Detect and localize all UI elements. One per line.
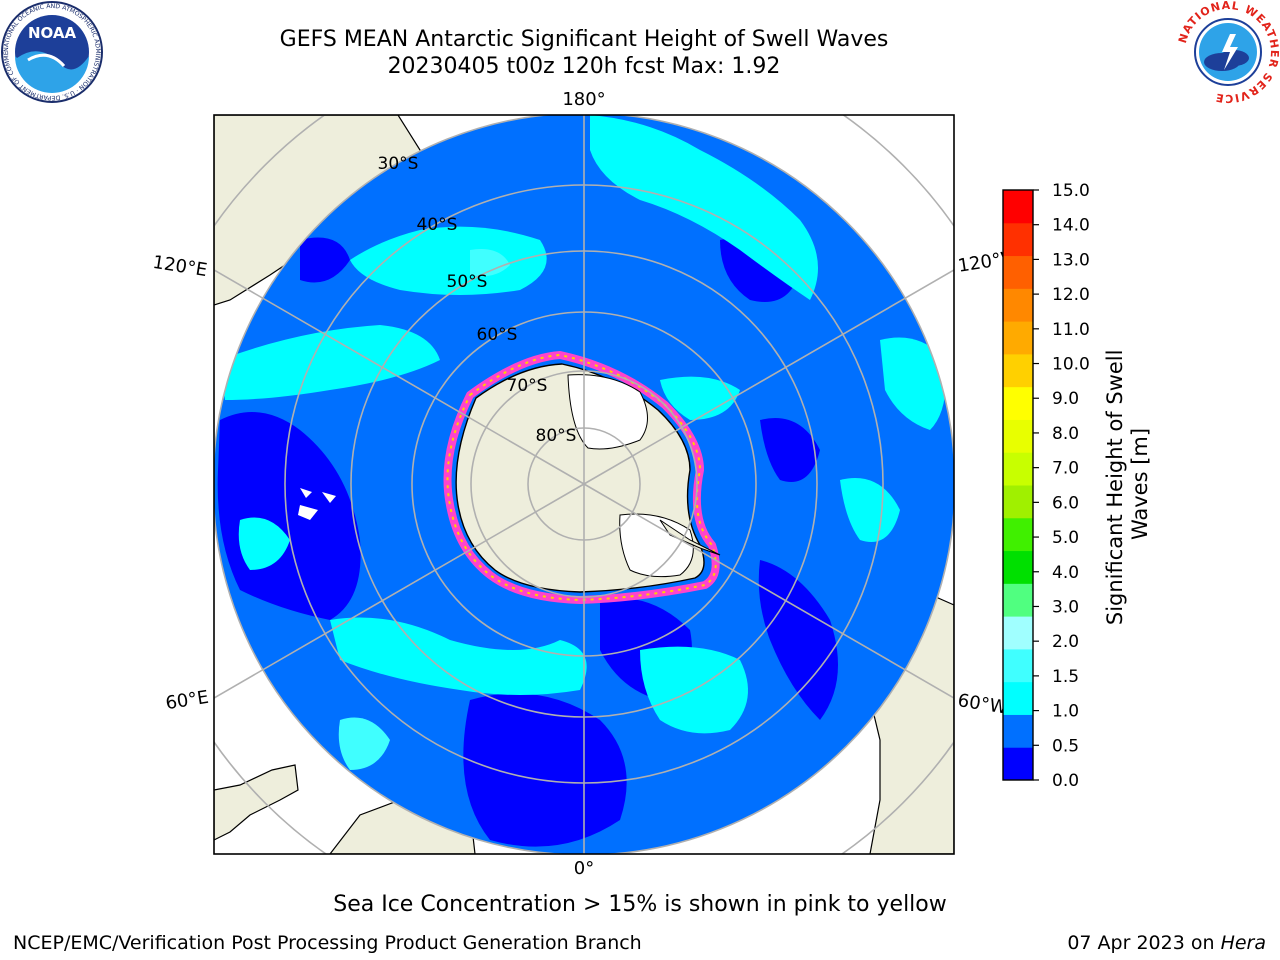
lon-label-0: 0° xyxy=(574,858,594,879)
lon-label-180: 180° xyxy=(562,89,605,110)
colorbar-tick-label: 4.0 xyxy=(1052,563,1079,583)
host-name: Hera xyxy=(1220,932,1266,954)
lat-label-60s: 60°S xyxy=(477,325,518,345)
colorbar-swatch xyxy=(1003,452,1033,486)
colorbar: 0.0 0.5 1.0 1.5 2.0 3.0 4.0 5.0 6.0 7.0 8.0 9.0 10.0… xyxy=(1002,181,1090,791)
colorbar-swatch xyxy=(1003,485,1033,519)
colorbar-tick-label: 1.0 xyxy=(1052,702,1079,722)
lon-label-60w: 60°W xyxy=(956,690,1009,719)
colorbar-tick-label: 10.0 xyxy=(1052,355,1090,375)
colorbar-tick-label: 12.0 xyxy=(1052,285,1090,305)
colorbar-label-line1: Significant Height of Swell xyxy=(1103,350,1127,626)
colorbar-swatch xyxy=(1003,648,1033,683)
lat-label-30s: 30°S xyxy=(378,154,419,174)
noaa-logo-text: NOAA xyxy=(28,24,77,42)
lon-label-60e: 60°E xyxy=(164,687,210,715)
lon-label-120e: 120°E xyxy=(151,252,208,281)
colorbar-swatch xyxy=(1003,386,1033,420)
lat-label-80s: 80°S xyxy=(536,426,577,446)
colorbar-tick-label: 2.0 xyxy=(1052,632,1079,652)
map-frame xyxy=(213,114,955,855)
colorbar-tick-label: 0.5 xyxy=(1052,736,1079,756)
credit-text: NCEP/EMC/Verification Post Processing Pr… xyxy=(13,932,642,954)
colorbar-swatch xyxy=(1003,222,1033,257)
colorbar-tick-label: 3.0 xyxy=(1052,597,1079,617)
colorbar-label: Significant Height of Swell Waves [m] xyxy=(1103,343,1152,625)
colorbar-tick-label: 7.0 xyxy=(1052,459,1079,479)
madagascar-island xyxy=(214,764,299,841)
colorbar-tick-label: 1.5 xyxy=(1052,667,1079,687)
colorbar-swatch xyxy=(1003,190,1033,224)
colorbar-swatch xyxy=(1003,353,1033,388)
ross-ice-shelf xyxy=(567,374,648,450)
colorbar-swatch xyxy=(1003,321,1033,355)
colorbar-tick-label: 11.0 xyxy=(1052,320,1090,340)
colorbar-swatch xyxy=(1003,714,1033,748)
colorbar-swatch xyxy=(1003,583,1033,617)
lat-label-70s: 70°S xyxy=(507,376,548,396)
lat-label-40s: 40°S xyxy=(417,215,458,235)
lat-label-50s: 50°S xyxy=(447,272,488,292)
graticule xyxy=(214,115,954,854)
run-date-text: 07 Apr 2023 on xyxy=(1067,932,1221,954)
colorbar-tick-label: 0.0 xyxy=(1052,771,1079,791)
run-date: 07 Apr 2023 on Hera xyxy=(1067,932,1266,954)
sea-ice-note: Sea Ice Concentration > 15% is shown in … xyxy=(333,892,947,917)
colorbar-swatch xyxy=(1003,550,1033,584)
colorbar-label-line2: Waves [m] xyxy=(1128,428,1152,540)
colorbar-swatch xyxy=(1003,747,1033,781)
colorbar-frame xyxy=(1002,189,1034,781)
colorbar-tick-label: 9.0 xyxy=(1052,389,1079,409)
colorbar-tick-label: 8.0 xyxy=(1052,424,1079,444)
colorbar-tick-label: 5.0 xyxy=(1052,528,1079,548)
colorbar-swatch xyxy=(1003,517,1033,552)
nws-logo: NATIONAL WEATHER SERVICE xyxy=(1176,0,1280,104)
colorbar-tick-label: 6.0 xyxy=(1052,493,1079,513)
colorbar-tick-label: 15.0 xyxy=(1052,181,1090,201)
colorbar-swatch xyxy=(1003,288,1033,322)
chart-title: GEFS MEAN Antarctic Significant Height o… xyxy=(279,27,889,52)
colorbar-swatch xyxy=(1003,616,1033,650)
colorbar-tick-label: 13.0 xyxy=(1052,250,1090,270)
colorbar-swatch xyxy=(1003,681,1033,715)
colorbar-tick-label: 14.0 xyxy=(1052,216,1090,236)
colorbar-swatch xyxy=(1003,419,1033,453)
chart-subtitle: 20230405 t00z 120h fcst Max: 1.92 xyxy=(387,54,781,79)
noaa-logo: NATIONAL OCEANIC AND ATMOSPHERIC ADMINIS… xyxy=(0,0,103,103)
colorbar-swatch xyxy=(1003,255,1033,289)
